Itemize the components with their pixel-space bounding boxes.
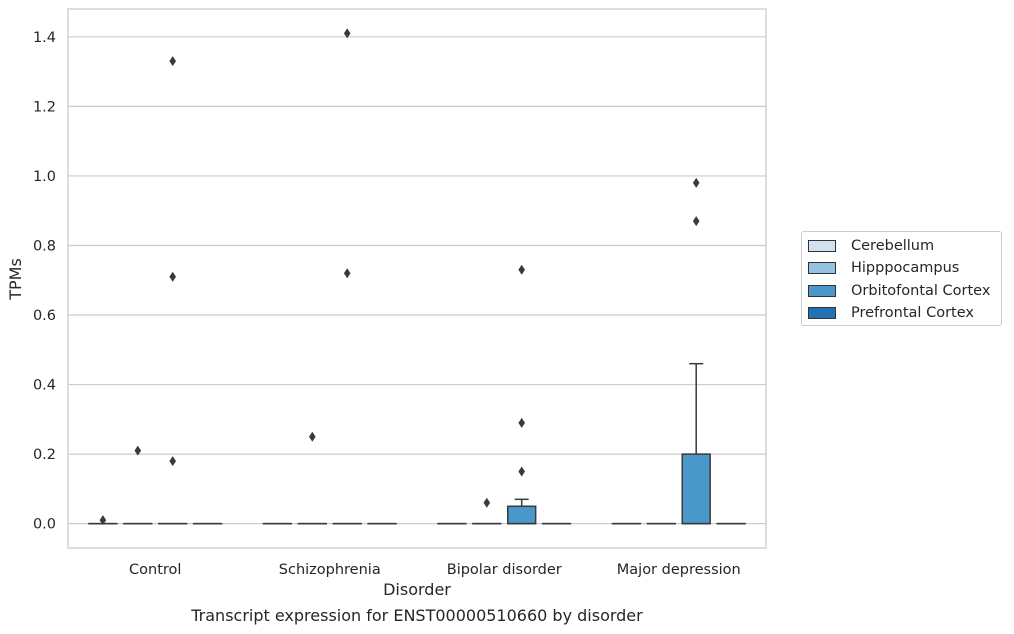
outlier-point [692,177,700,188]
legend-label-hippocampus: Hipppocampus [851,260,960,276]
outlier-point [692,216,700,227]
legend-item-orbitofrontal: Orbitofontal Cortex [808,282,990,300]
outlier-point [169,456,176,467]
y-tick-label: 1.2 [33,99,56,115]
x-tick-label: Schizophrenia [279,562,381,578]
y-tick-label: 0.4 [33,378,56,394]
box [681,453,711,525]
box [506,505,537,525]
x-tick-label: Major depression [617,562,741,578]
legend-label-prefrontal: Prefrontal Cortex [851,305,974,321]
legend-item-prefrontal: Prefrontal Cortex [808,304,974,322]
y-tick-labels: 0.0 0.2 0.4 0.6 0.8 1.0 1.2 1.4 [33,30,56,533]
plot-marks [88,28,746,526]
y-tick-label: 1.0 [33,169,56,185]
gridlines [68,36,766,525]
legend-swatch-prefrontal [808,307,836,319]
legend-swatch-hippocampus [808,262,836,274]
outlier-point [518,466,525,477]
outlier-point [99,515,107,526]
outlier-point [518,264,525,275]
legend-label-orbitofrontal: Orbitofontal Cortex [851,283,991,299]
outlier-point [169,271,176,282]
x-tick-labels: Control Schizophrenia Bipolar disorder Majo… [129,562,741,578]
legend: Cerebellum Hipppocampus Orbitofontal Cor… [801,231,1002,326]
x-axis-label: Disorder [383,580,451,599]
y-axis-label: TPMs [6,258,25,301]
chart-caption: Transcript expression for ENST0000051066… [191,606,643,625]
y-tick-label: 0.0 [33,517,56,533]
plot-frame [67,8,767,549]
outlier-point [343,28,351,39]
outlier-point [518,417,525,428]
legend-label-cerebellum: Cerebellum [851,238,935,254]
y-tick-label: 1.4 [33,30,56,46]
outlier-point [483,497,491,508]
legend-swatch-cerebellum [808,240,836,252]
y-tick-label: 0.2 [33,447,56,463]
y-tick-label: 0.6 [33,308,56,324]
x-tick-label: Bipolar disorder [447,562,562,578]
outlier-point [343,268,351,279]
legend-item-hippocampus: Hipppocampus [808,259,959,277]
outlier-point [169,56,176,67]
legend-item-cerebellum: Cerebellum [808,237,934,255]
outlier-point [134,445,142,456]
outlier-point [309,431,316,442]
y-tick-label: 0.8 [33,238,56,254]
x-tick-label: Control [129,562,181,578]
legend-swatch-orbitofrontal [808,285,836,297]
